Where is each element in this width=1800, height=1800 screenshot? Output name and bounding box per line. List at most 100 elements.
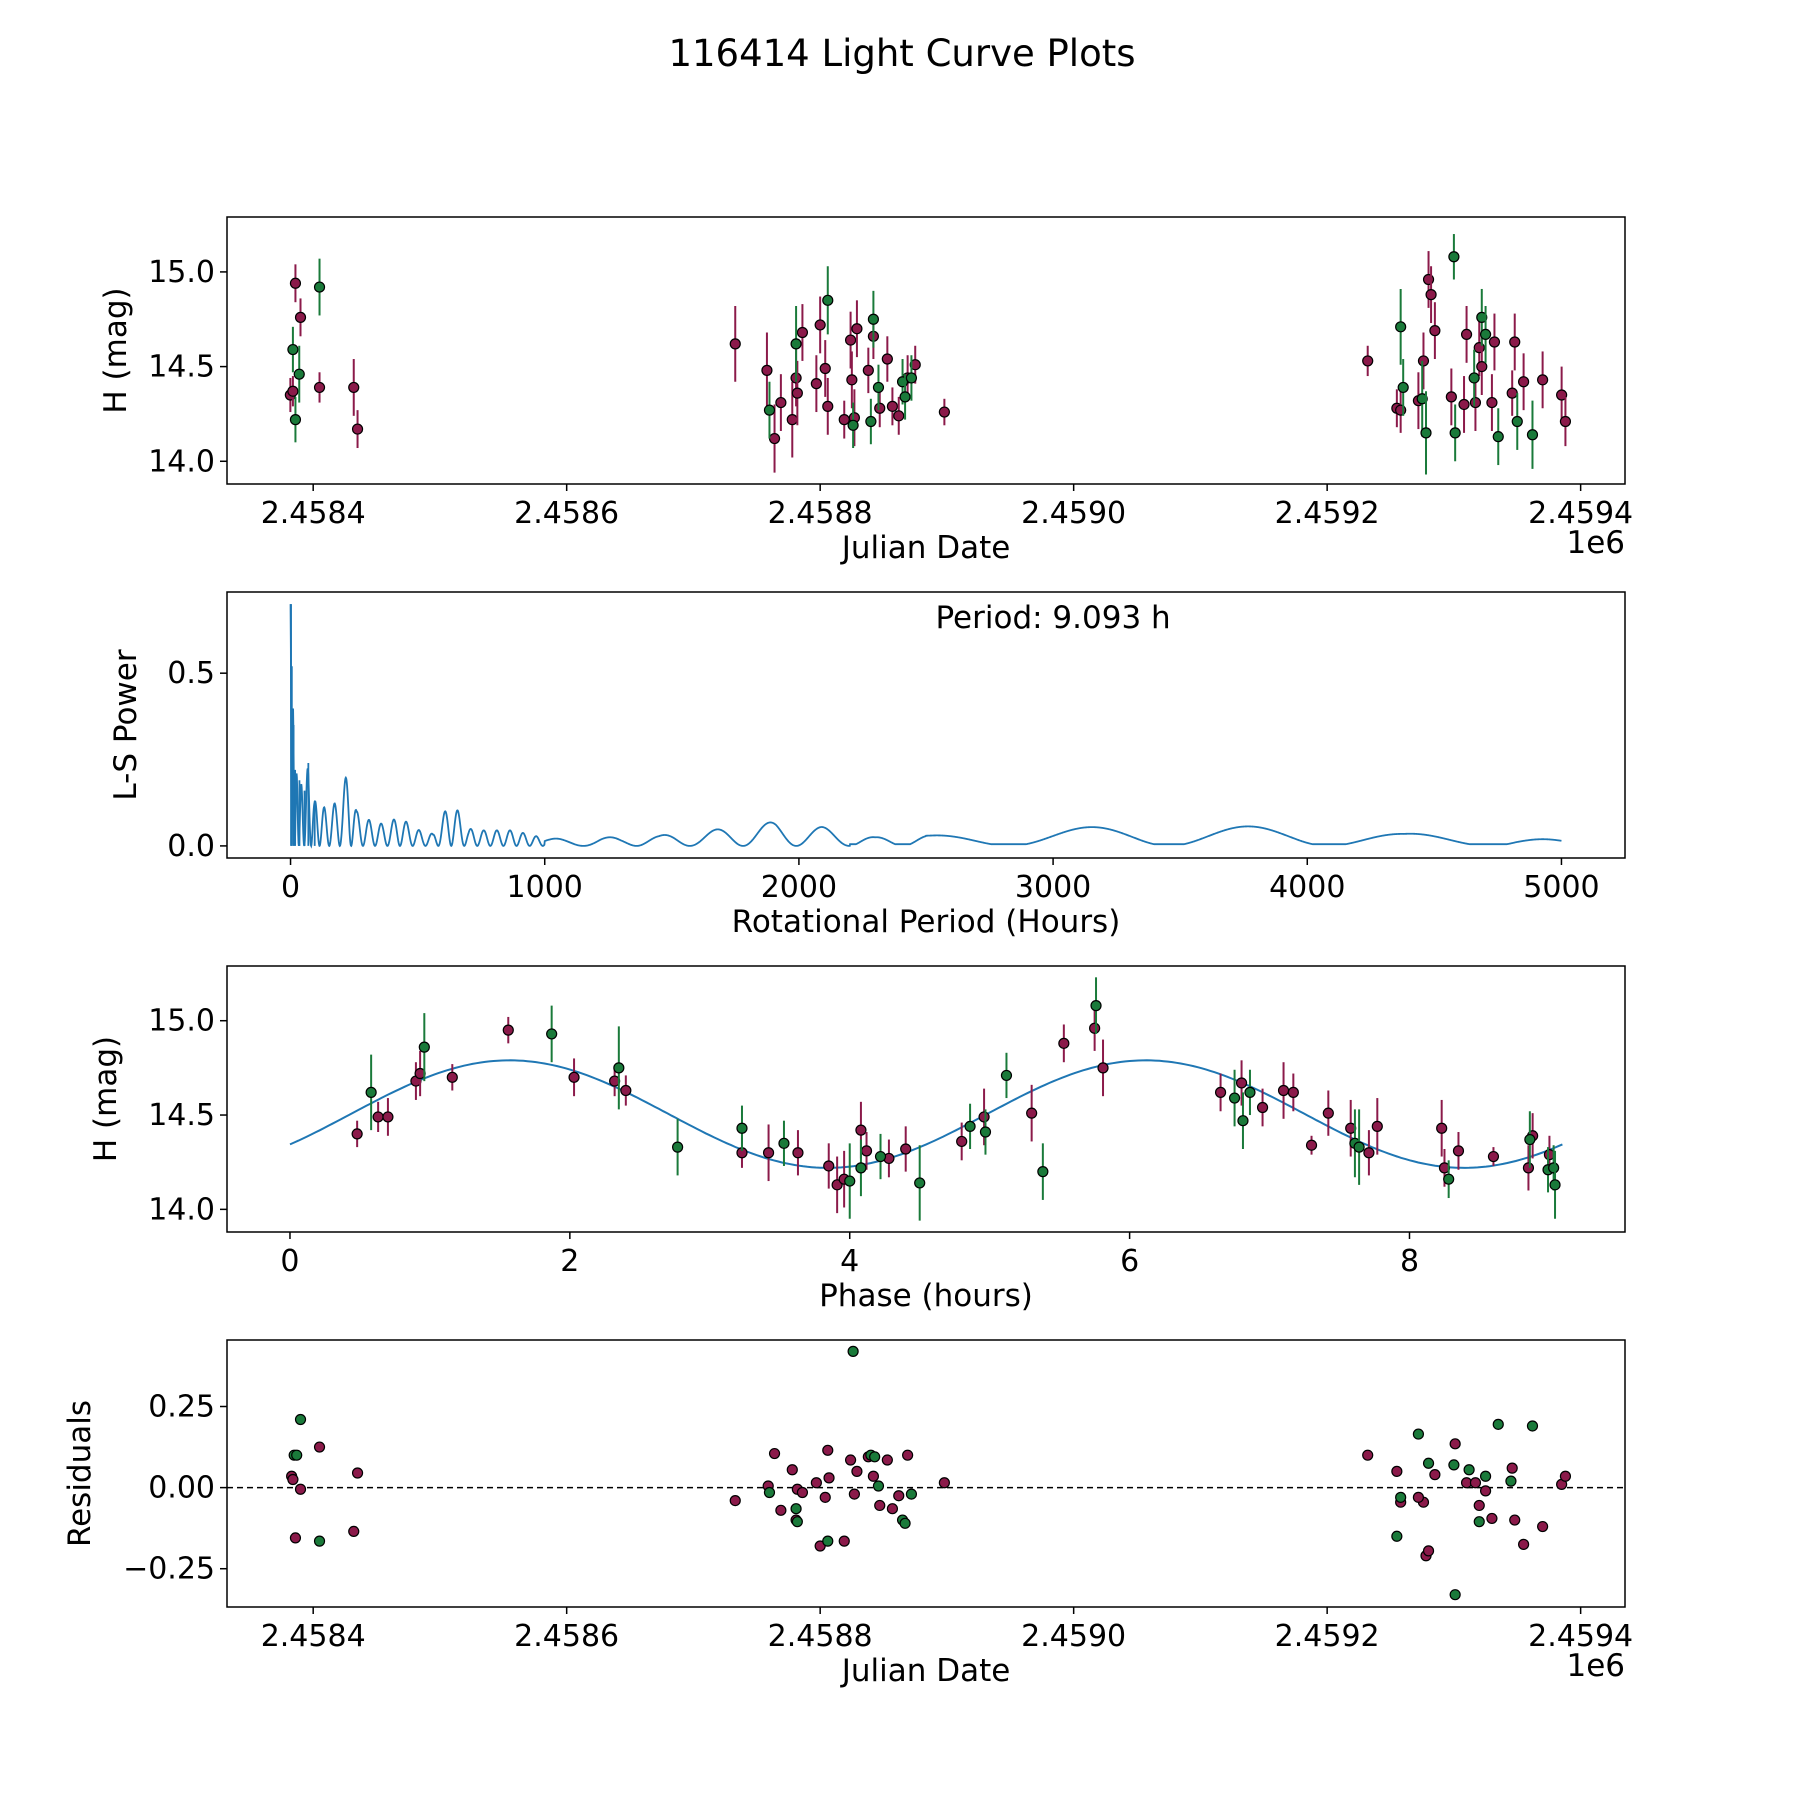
y-tick-label: 14.0 — [148, 444, 215, 479]
x-tick-label: 2.4588 — [768, 1619, 873, 1654]
x-tick-label: 2.4590 — [1021, 1619, 1126, 1654]
magenta-point — [1556, 389, 1568, 401]
magenta-point — [1509, 336, 1521, 348]
plot-area — [284, 234, 1572, 475]
magenta-point — [886, 1503, 899, 1515]
magenta-point — [846, 374, 858, 386]
magenta-point — [1486, 1512, 1498, 1525]
magenta-point — [1391, 1465, 1403, 1477]
magenta-point — [851, 1465, 863, 1477]
magenta-point — [1460, 328, 1473, 341]
magenta-point — [886, 400, 899, 412]
y-tick-label: 14.5 — [148, 1098, 215, 1133]
y-axis-label: H (mag) — [88, 1036, 124, 1162]
magenta-point — [372, 1111, 384, 1123]
panel-phased: 0 2 4 6 8 14.0 14.5 15.0 Phase (hours) H (mag) — [88, 965, 1626, 1314]
green-point — [1443, 1173, 1455, 1185]
magenta-point — [1522, 1162, 1535, 1174]
green-point — [294, 1413, 307, 1426]
magenta-point — [294, 1483, 307, 1495]
green-point — [844, 1175, 856, 1187]
magenta-point — [909, 359, 921, 371]
green-point — [546, 1028, 558, 1040]
green-point — [874, 1150, 887, 1163]
x-tick-label: 2.4594 — [1528, 496, 1633, 531]
green-point — [418, 1041, 430, 1053]
green-point — [1391, 1530, 1403, 1542]
x-tick-label: 0 — [281, 870, 300, 905]
x-tick-label: 5000 — [1523, 870, 1599, 905]
panel-periodogram: 0 1000 2000 3000 4000 5000 0.0 0.5 Rotational Pe… — [108, 591, 1626, 940]
green-point — [1000, 1069, 1013, 1082]
green-point — [979, 1126, 992, 1138]
y-tick-label: 0.25 — [148, 1390, 215, 1425]
green-point — [899, 391, 911, 403]
x-tick-label: 2.4584 — [261, 496, 366, 531]
magenta-point — [838, 1535, 850, 1547]
y-axis-label: L-S Power — [108, 649, 144, 800]
periodogram-line — [289, 604, 1562, 849]
x-axis-label: Julian Date — [840, 530, 1011, 566]
green-point — [905, 372, 918, 384]
magenta-point — [1412, 1491, 1425, 1503]
x-axis-label: Rotational Period (Hours) — [732, 904, 1121, 940]
green-point — [1422, 1457, 1435, 1469]
green-point — [1237, 1115, 1249, 1127]
green-point — [1526, 1420, 1539, 1432]
y-tick-label: −0.25 — [123, 1552, 215, 1587]
magenta-point — [810, 378, 822, 390]
magenta-point — [851, 323, 863, 335]
green-point — [293, 368, 305, 380]
magenta-point — [860, 1145, 873, 1157]
magenta-point — [1429, 1469, 1441, 1481]
x-tick-label: 2.4594 — [1528, 1619, 1633, 1654]
x-tick-label: 6 — [1120, 1244, 1139, 1279]
green-point — [1244, 1086, 1256, 1098]
green-point — [865, 415, 877, 428]
magenta-point — [1429, 325, 1441, 337]
magenta-point — [1277, 1084, 1290, 1097]
magenta-point — [938, 406, 950, 418]
axes-frame — [226, 591, 1626, 859]
green-point — [763, 404, 776, 416]
magenta-point — [786, 414, 798, 426]
axes-frame — [226, 965, 1626, 1233]
green-point — [1526, 429, 1539, 441]
magenta-point — [775, 1504, 787, 1516]
y-tick-label: 15.0 — [148, 1004, 215, 1039]
magenta-point — [1371, 1120, 1383, 1132]
magenta-point — [1469, 1477, 1482, 1489]
green-point — [1511, 415, 1523, 428]
green-point — [613, 1062, 625, 1074]
magenta-point — [867, 1470, 880, 1482]
green-point — [1479, 328, 1492, 341]
magenta-point — [893, 1490, 905, 1502]
magenta-point — [874, 1499, 886, 1512]
green-point — [313, 281, 326, 293]
magenta-point — [1488, 336, 1501, 348]
magenta-point — [956, 1135, 968, 1148]
magenta-point — [1097, 1062, 1109, 1074]
magenta-point — [1287, 1086, 1299, 1098]
magenta-point — [796, 326, 809, 339]
y-tick-label: 14.5 — [148, 350, 215, 385]
magenta-point — [796, 1486, 809, 1499]
green-point — [763, 1486, 776, 1499]
magenta-point — [287, 385, 299, 397]
y-tick-label: 14.0 — [148, 1192, 215, 1227]
x-tick-label: 3000 — [1015, 870, 1091, 905]
x-tick-label: 4000 — [1269, 870, 1345, 905]
green-point — [1395, 321, 1407, 333]
x-tick-label: 8 — [1400, 1244, 1419, 1279]
y-tick-label: 15.0 — [148, 255, 215, 290]
plot-area — [289, 604, 1562, 849]
green-point — [847, 1345, 859, 1357]
green-point — [1353, 1141, 1365, 1153]
green-point — [855, 1162, 867, 1174]
magenta-point — [1537, 1520, 1549, 1533]
magenta-point — [1469, 396, 1482, 409]
magenta-point — [1518, 1538, 1530, 1550]
x-offset-label: 1e6 — [1566, 525, 1625, 561]
